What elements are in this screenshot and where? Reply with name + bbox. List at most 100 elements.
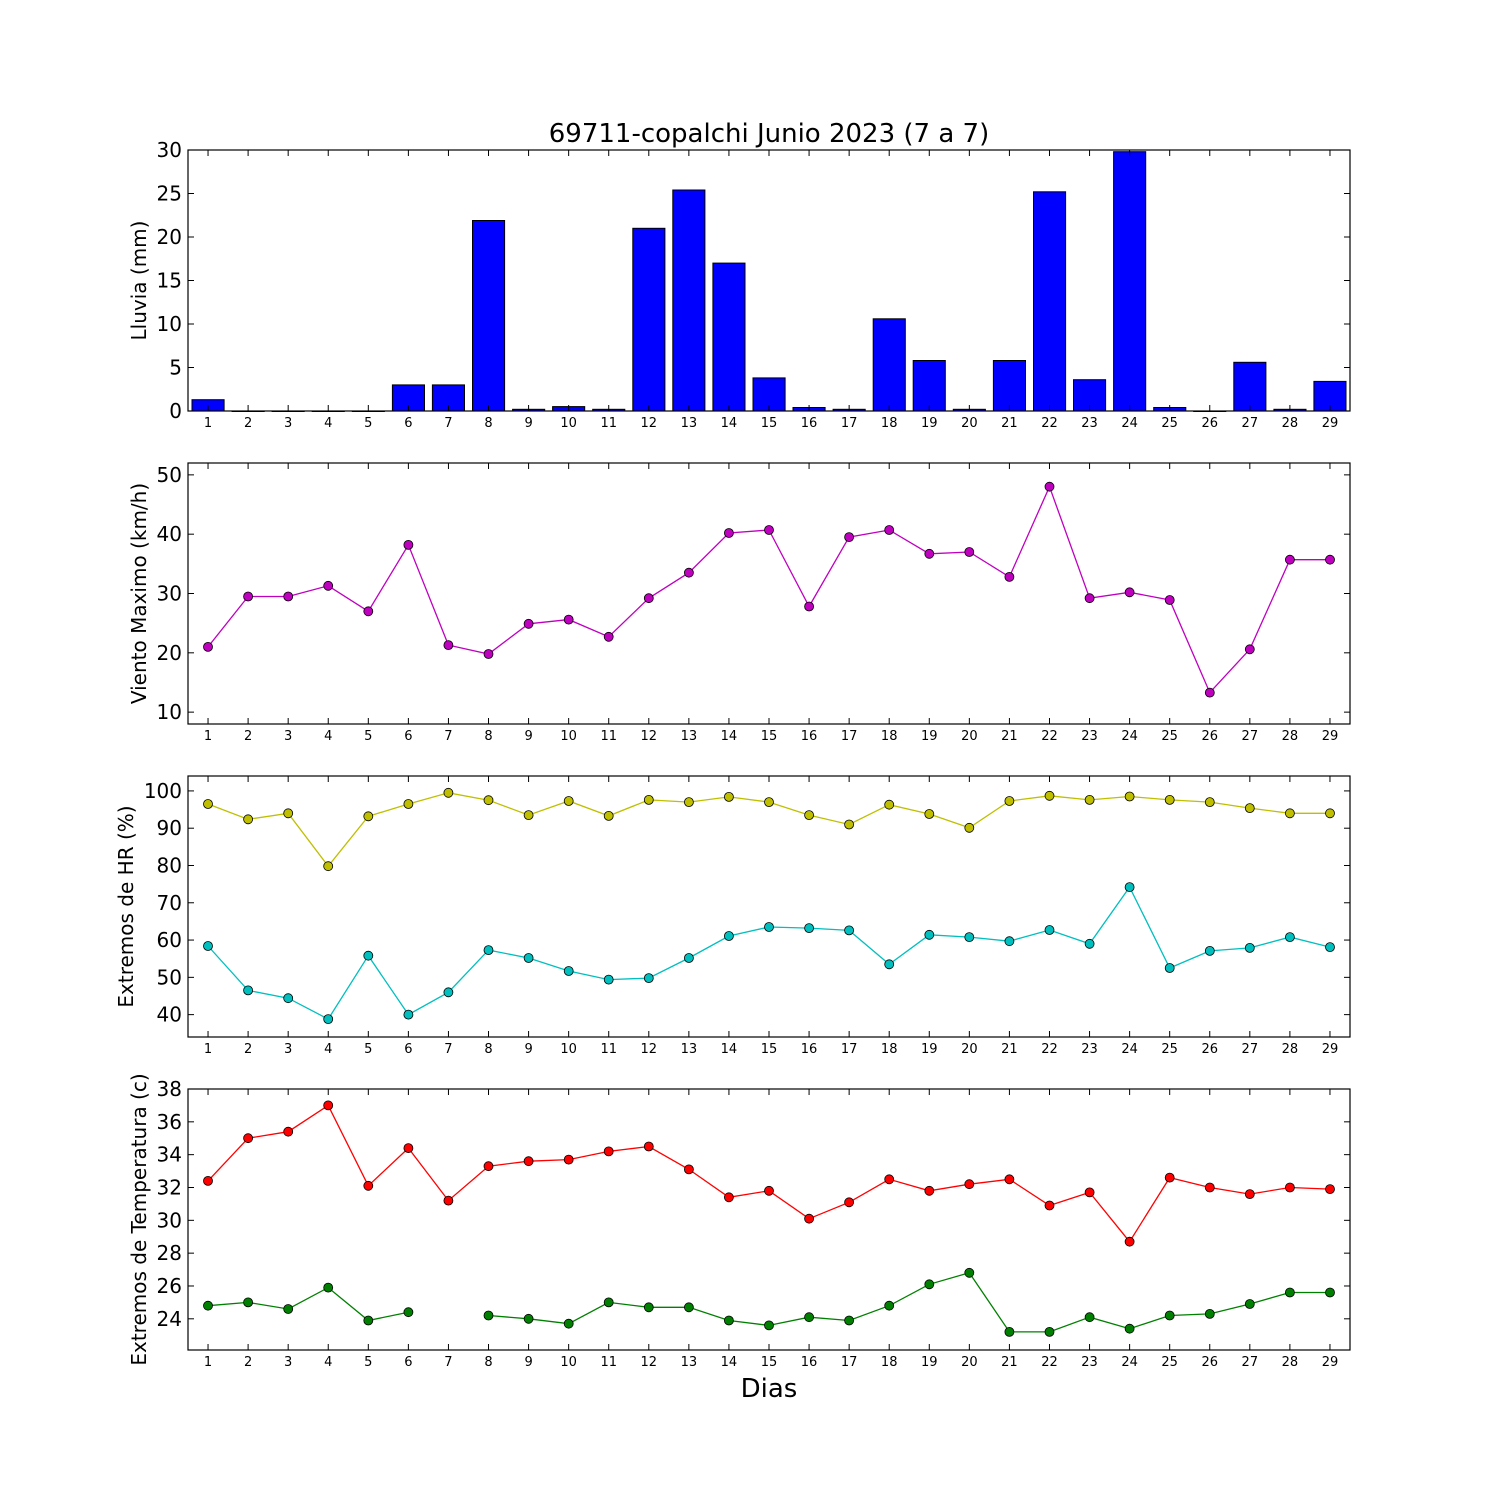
wind-series1-point-10 [563, 614, 574, 625]
rain-xtick-label: 26 [1201, 416, 1218, 431]
temperature-series2-point-3 [283, 1304, 294, 1314]
wind-series1-point-7 [443, 640, 454, 650]
wind-series1-point-12 [643, 593, 654, 604]
temperature-ytick-label: 24 [157, 1307, 182, 1331]
humidity-xtick-label: 18 [881, 1042, 898, 1057]
humidity-xtick-label: 15 [761, 1042, 778, 1057]
humidity-xtick-label: 9 [524, 1042, 532, 1057]
figure-title: 69711-copalchi Junio 2023 (7 a 7) [549, 119, 990, 149]
temperature-series2-point-10 [563, 1318, 574, 1329]
humidity-xtick-label: 17 [841, 1042, 858, 1057]
humidity-series1-point-12 [643, 795, 654, 805]
wind-xtick-label: 17 [841, 729, 858, 744]
wind-series1-point-22 [1044, 481, 1055, 492]
temperature-xtick-label: 6 [404, 1355, 412, 1370]
temperature-xtick-label: 20 [961, 1355, 978, 1370]
humidity-xtick-label: 5 [364, 1042, 372, 1057]
rain-bar-18 [872, 318, 906, 412]
wind-ytick-label: 50 [157, 463, 182, 487]
wind-xtick-label: 16 [801, 729, 818, 744]
humidity-ytick-label: 60 [157, 928, 182, 952]
wind-xtick-label: 6 [404, 729, 412, 744]
humidity-series1-point-1 [203, 799, 213, 809]
temperature-series1-line [207, 1104, 1331, 1243]
wind-xtick-label: 25 [1161, 729, 1178, 744]
humidity-series1-point-24 [1124, 791, 1135, 802]
rain-xtick-label: 15 [761, 416, 778, 431]
rain-ytick-label: 30 [157, 138, 182, 162]
temperature-xtick-label: 29 [1322, 1355, 1339, 1370]
temperature-series2-point-14 [724, 1315, 734, 1326]
humidity-series1-point-28 [1285, 808, 1295, 819]
temperature-ytick-label: 28 [157, 1241, 182, 1265]
rain-xtick-label: 29 [1322, 416, 1339, 431]
humidity-ytick-label: 40 [157, 1003, 182, 1027]
humidity-series2-point-20 [964, 932, 975, 942]
humidity-series1-point-20 [964, 822, 975, 833]
rain-xtick-label: 23 [1081, 416, 1098, 431]
wind-series1-point-6 [403, 540, 414, 550]
temperature-xtick-label: 12 [641, 1355, 658, 1370]
humidity-xtick-label: 29 [1322, 1042, 1339, 1057]
temperature-series2-point-5 [363, 1315, 374, 1326]
temperature-series2-line [207, 1286, 409, 1322]
temperature-series2-point-26 [1204, 1309, 1215, 1319]
humidity-series2-point-9 [523, 953, 534, 963]
temperature-xtick-label: 17 [841, 1355, 858, 1370]
humidity-series2-point-7 [443, 987, 454, 998]
temperature-xtick-label: 15 [761, 1355, 778, 1370]
wind-frame [187, 462, 1351, 725]
temperature-frame [187, 1088, 1351, 1351]
wind-xtick-label: 24 [1121, 729, 1138, 744]
humidity-series2-point-8 [483, 945, 494, 955]
temperature-xtick-label: 8 [484, 1355, 492, 1370]
wind-xtick-label: 28 [1282, 729, 1299, 744]
humidity-xtick-label: 8 [484, 1042, 492, 1057]
wind-ytick-label: 30 [157, 582, 182, 606]
temperature-series1-point-27 [1244, 1189, 1255, 1199]
wind-series1-point-23 [1084, 593, 1095, 604]
humidity-xtick-label: 27 [1242, 1042, 1259, 1057]
humidity-series2-point-16 [804, 923, 814, 933]
temperature-series1-point-26 [1204, 1182, 1215, 1193]
humidity-series1-point-23 [1084, 795, 1095, 805]
temperature-series1-point-8 [483, 1161, 494, 1172]
temperature-ytick-label: 34 [157, 1143, 182, 1167]
humidity-ytick-label: 100 [144, 779, 182, 803]
temperature-series1-point-3 [283, 1126, 294, 1137]
rain-ytick-label: 20 [157, 225, 182, 249]
humidity-series2-point-27 [1244, 943, 1255, 953]
humidity-series2-point-6 [403, 1009, 414, 1020]
temperature-ytick-label: 30 [157, 1208, 182, 1232]
humidity-series1-point-4 [323, 861, 334, 872]
humidity-xtick-label: 11 [600, 1042, 617, 1057]
wind-series1-point-24 [1124, 587, 1135, 598]
humidity-ytick-label: 70 [157, 891, 182, 915]
wind-series1-point-13 [684, 567, 694, 578]
humidity-xtick-label: 14 [721, 1042, 738, 1057]
wind-series1-point-27 [1244, 644, 1255, 655]
wind-xtick-label: 11 [600, 729, 617, 744]
temperature-xtick-label: 9 [524, 1355, 532, 1370]
temperature-xtick-label: 16 [801, 1355, 818, 1370]
temperature-series2-point-18 [884, 1300, 895, 1311]
wind-ytick-label: 40 [157, 522, 182, 546]
wind-series1-point-19 [924, 548, 935, 559]
temperature-series2-point-13 [684, 1302, 694, 1313]
humidity-xtick-label: 26 [1201, 1042, 1218, 1057]
temperature-series2-point-1 [203, 1300, 213, 1311]
temperature-series1-point-12 [643, 1141, 654, 1152]
wind-xtick-label: 3 [284, 729, 292, 744]
wind-series1-point-4 [323, 580, 334, 591]
rain-xtick-label: 16 [801, 416, 818, 431]
wind-series1-point-9 [523, 618, 534, 629]
wind-series1-point-28 [1285, 554, 1295, 565]
rain-ytick-label: 10 [157, 312, 182, 336]
temperature-series2-line-2 [488, 1272, 1330, 1333]
wind-series1-point-29 [1325, 554, 1335, 565]
wind-xtick-label: 20 [961, 729, 978, 744]
humidity-xtick-label: 12 [641, 1042, 658, 1057]
